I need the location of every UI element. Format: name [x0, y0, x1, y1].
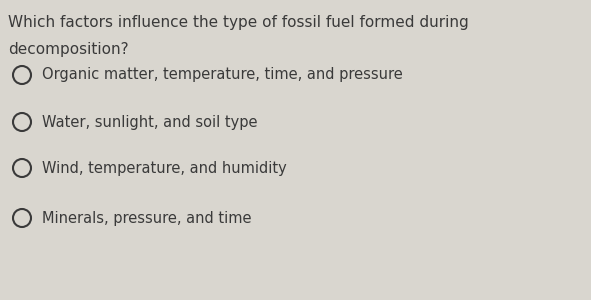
Text: Minerals, pressure, and time: Minerals, pressure, and time [42, 211, 252, 226]
Text: Which factors influence the type of fossil fuel formed during: Which factors influence the type of foss… [8, 15, 469, 30]
Text: Wind, temperature, and humidity: Wind, temperature, and humidity [42, 160, 287, 175]
Text: Organic matter, temperature, time, and pressure: Organic matter, temperature, time, and p… [42, 68, 402, 82]
Text: Water, sunlight, and soil type: Water, sunlight, and soil type [42, 115, 258, 130]
Text: decomposition?: decomposition? [8, 42, 129, 57]
